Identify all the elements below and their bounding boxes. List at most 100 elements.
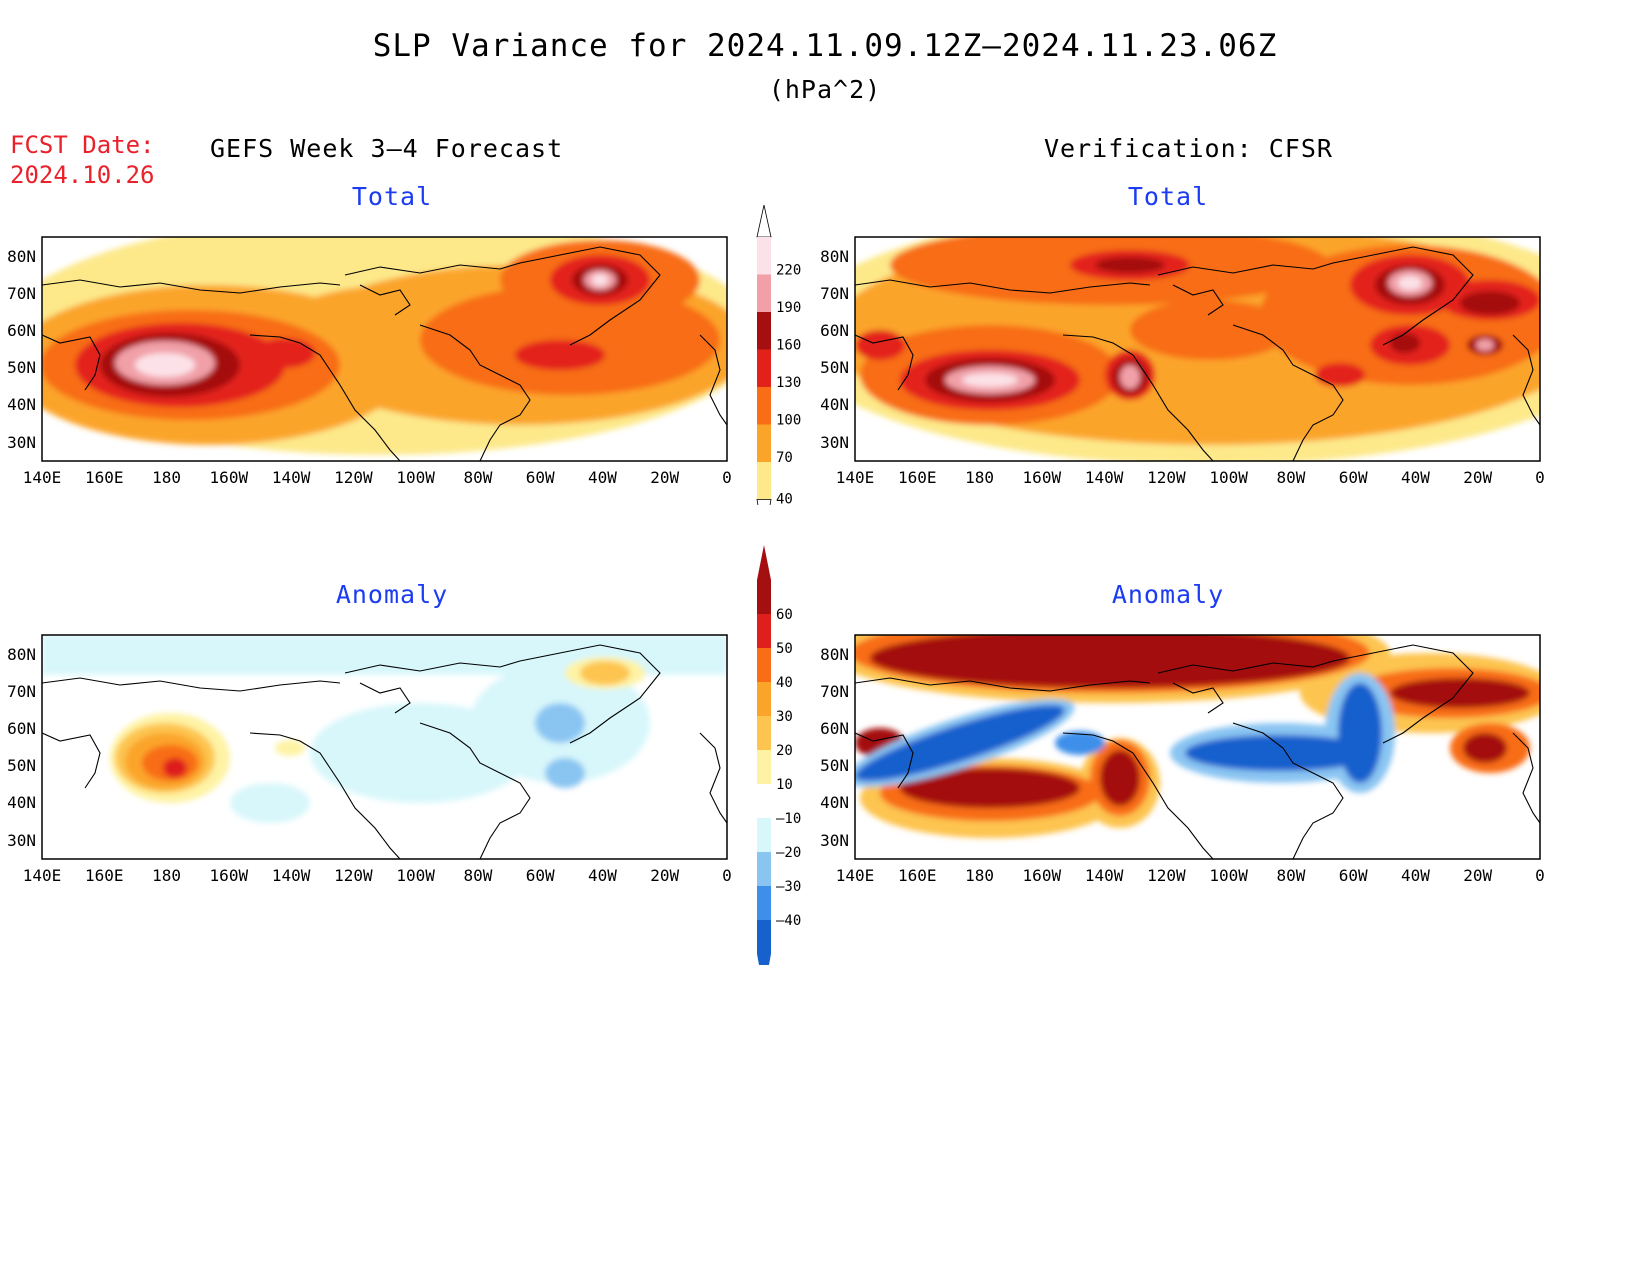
lon-tick-label: 40W [588, 866, 617, 885]
lon-tick-label: 180 [152, 866, 181, 885]
lon-tick-label: 120W [1147, 866, 1186, 885]
colorbar-total-label: 220 [776, 263, 801, 279]
colorbar-anomaly-swatch [757, 682, 771, 716]
lon-tick-label: 0 [722, 468, 732, 487]
lon-tick-label: 140E [835, 468, 875, 487]
colorbar-anomaly-swatch [757, 716, 771, 750]
lon-tick-label: 80W [463, 866, 493, 885]
colorbar-anomaly-label: 30 [776, 709, 793, 725]
lon-tick-label: 100W [1209, 866, 1248, 885]
colorbar-anomaly-top-arrow [757, 545, 771, 580]
lat-tick-label: 40N [7, 395, 36, 414]
lon-tick-label: 60W [525, 468, 555, 487]
lon-tick-label: 140E [22, 866, 62, 885]
colorbar-anomaly-swatch [757, 818, 771, 852]
colorbar-total-swatch [757, 462, 771, 500]
map-total-forecast [41, 236, 728, 462]
colorbar-total-label: 100 [776, 413, 801, 429]
colorbar-total-swatch [757, 237, 771, 275]
lon-tick-label: 140W [1084, 866, 1124, 885]
lat-tick-label: 50N [7, 756, 36, 775]
lat-tick-label: 30N [820, 433, 849, 452]
lon-tick-label: 160E [898, 468, 937, 487]
panel-title-total-forecast: Total [351, 182, 433, 211]
colorbar-anomaly-label: 10 [776, 777, 793, 793]
page-title: SLP Variance for 2024.11.09.12Z–2024.11.… [372, 28, 1278, 64]
lon-tick-label: 100W [396, 866, 435, 885]
lon-tick-label: 80W [1276, 866, 1306, 885]
fcst-label: FCST Date: [10, 131, 155, 159]
fcst-date-block: FCST Date: 2024.10.26 [10, 130, 155, 190]
lat-tick-label: 40N [820, 793, 849, 812]
lon-tick-label: 160W [1022, 468, 1062, 487]
lat-tick-label: 80N [820, 645, 849, 664]
lat-tick-label: 40N [820, 395, 849, 414]
lon-tick-label: 140E [835, 866, 875, 885]
lat-tick-label: 60N [820, 719, 849, 738]
lon-tick-label: 60W [525, 866, 555, 885]
lon-tick-label: 140E [22, 468, 62, 487]
colorbar-anomaly: 60 50 40 30 20 10 –10 –20 –30 –40 [757, 545, 801, 965]
colorbar-total-label: 40 [776, 492, 793, 506]
panel-title-anomaly-verification: Anomaly [1111, 580, 1225, 609]
lon-tick-label: 160W [1022, 866, 1062, 885]
map-anomaly-verification [854, 634, 1541, 860]
lon-tick-label: 0 [1535, 468, 1545, 487]
lat-tick-label: 60N [820, 321, 849, 340]
lat-tick-label: 40N [7, 793, 36, 812]
lat-tick-label: 80N [7, 645, 36, 664]
lon-tick-label: 160E [898, 866, 937, 885]
lon-tick-label: 140W [1084, 468, 1124, 487]
colorbar-anomaly-swatch [757, 750, 771, 784]
panel-title-total-verification: Total [1127, 182, 1209, 211]
lon-tick-label: 120W [1147, 468, 1186, 487]
right-column-header: Verification: CFSR [1044, 134, 1333, 163]
lon-tick-label: 160E [85, 468, 124, 487]
lon-tick-label: 120W [334, 468, 373, 487]
lat-tick-label: 30N [820, 831, 849, 850]
colorbar-anomaly-swatch [757, 920, 771, 954]
colorbar-anomaly-label: –40 [776, 913, 801, 929]
lat-tick-label: 60N [7, 719, 36, 738]
lon-tick-label: 20W [1463, 866, 1493, 885]
lon-tick-label: 40W [1401, 468, 1430, 487]
lat-tick-label: 70N [7, 682, 36, 701]
lon-tick-label: 160W [209, 866, 249, 885]
lon-tick-label: 80W [463, 468, 493, 487]
lat-tick-label: 50N [820, 756, 849, 775]
colorbar-anomaly-swatch [757, 886, 771, 920]
colorbar-anomaly-label: –30 [776, 879, 801, 895]
colorbar-anomaly-label: 50 [776, 641, 793, 657]
colorbar-total-label: 160 [776, 338, 801, 354]
lon-tick-label: 140W [271, 866, 311, 885]
lon-tick-label: 0 [722, 866, 732, 885]
colorbar-anomaly-swatch [757, 784, 771, 818]
colorbar-total-swatch [757, 312, 771, 350]
lon-tick-label: 180 [965, 468, 994, 487]
lon-tick-label: 100W [396, 468, 435, 487]
colorbar-total-swatch [757, 424, 771, 462]
lon-tick-label: 120W [334, 866, 373, 885]
colorbar-anomaly-label: 60 [776, 607, 793, 623]
colorbar-total-top-arrow [756, 205, 772, 238]
lon-tick-label: 180 [152, 468, 181, 487]
lon-tick-label: 20W [1463, 468, 1493, 487]
map-total-verification [854, 236, 1541, 462]
lon-tick-label: 60W [1338, 866, 1368, 885]
lat-tick-label: 80N [820, 247, 849, 266]
lon-tick-label: 140W [271, 468, 311, 487]
colorbar-anomaly-swatch [757, 852, 771, 886]
lon-tick-label: 0 [1535, 866, 1545, 885]
lat-tick-label: 70N [820, 284, 849, 303]
lat-tick-label: 50N [7, 358, 36, 377]
lon-tick-label: 160E [85, 866, 124, 885]
colorbar-anomaly-bottom-arrow [757, 954, 771, 965]
colorbar-anomaly-swatch [757, 648, 771, 682]
colorbar-total-swatch [757, 274, 771, 312]
lat-tick-label: 70N [7, 284, 36, 303]
left-column-header: GEFS Week 3–4 Forecast [210, 134, 564, 163]
units-label: (hPa^2) [768, 75, 882, 104]
colorbar-total-label: 190 [776, 300, 801, 316]
lon-tick-label: 80W [1276, 468, 1306, 487]
colorbar-total: 40 70 100 130 160 190 220 [756, 205, 801, 506]
